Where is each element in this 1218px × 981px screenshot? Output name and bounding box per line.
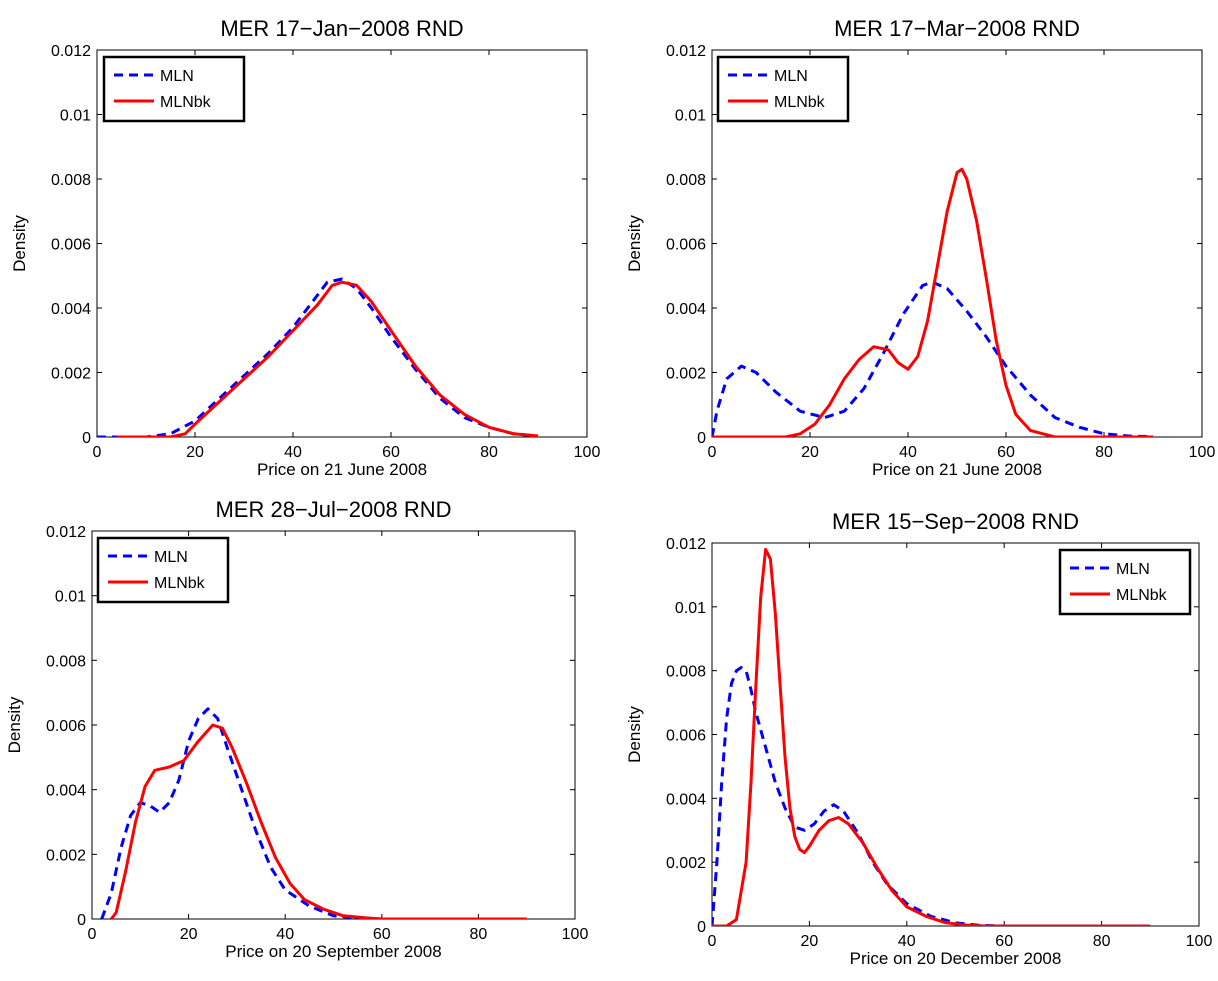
y-tick-label: 0.004 (666, 301, 706, 318)
x-tick-label: 0 (93, 444, 102, 461)
legend-label-mln: MLN (160, 68, 194, 85)
y-tick-label: 0.004 (666, 791, 706, 808)
x-axis-label: Price on 20 September 2008 (225, 942, 441, 961)
y-tick-label: 0.002 (51, 366, 91, 383)
legend: MLN MLNbk (96, 536, 230, 604)
series-line-mlnbk (116, 280, 539, 437)
y-tick-label: 0.012 (666, 43, 706, 60)
y-tick-label: 0.01 (55, 589, 86, 606)
x-tick-label: 40 (276, 926, 294, 943)
x-tick-label: 0 (708, 933, 717, 950)
y-tick-label: 0.008 (666, 664, 706, 681)
x-tick-label: 60 (995, 933, 1013, 950)
x-tick-label: 20 (801, 444, 819, 461)
y-tick-label: 0.012 (51, 43, 91, 60)
y-tick-label: 0.006 (666, 728, 706, 745)
y-tick-label: 0.008 (46, 653, 86, 670)
y-tick-label: 0.004 (46, 783, 86, 800)
y-tick-label: 0.01 (675, 108, 706, 125)
legend-label-mln: MLN (774, 68, 808, 85)
x-axis-label: Price on 20 December 2008 (850, 949, 1062, 968)
y-axis-label: Density (10, 215, 29, 272)
legend: MLN MLNbk (1058, 548, 1192, 616)
y-tick-label: 0.004 (51, 301, 91, 318)
x-axis-label: Price on 21 June 2008 (872, 460, 1042, 479)
x-tick-label: 80 (1095, 444, 1113, 461)
legend-box (1058, 548, 1192, 616)
y-tick-label: 0 (697, 430, 706, 447)
x-tick-label: 40 (898, 933, 916, 950)
chart-title: MER 17−Jan−2008 RND (220, 16, 463, 41)
chart-title: MER 15−Sep−2008 RND (832, 509, 1079, 534)
legend-label-mlnbk: MLNbk (154, 575, 206, 592)
legend: MLN MLNbk (716, 55, 850, 123)
legend-label-mln: MLN (154, 549, 188, 566)
y-tick-label: 0.01 (60, 108, 91, 125)
chart-panel-4: 0 20 40 60 80 100 0 0.002 0.004 0.006 0.008 0.01 0.0… (625, 509, 1212, 968)
legend-label-mlnbk: MLNbk (774, 94, 826, 111)
chart-title: MER 17−Mar−2008 RND (834, 16, 1080, 41)
x-tick-label: 100 (562, 926, 589, 943)
y-axis-label: Density (5, 696, 24, 753)
y-tick-label: 0.008 (51, 172, 91, 189)
x-tick-label: 40 (899, 444, 917, 461)
series-line-mln (712, 280, 1154, 437)
x-tick-label: 40 (284, 444, 302, 461)
y-tick-label: 0.002 (666, 855, 706, 872)
y-tick-label: 0 (82, 430, 91, 447)
x-tick-label: 100 (1186, 933, 1213, 950)
y-axis-label: Density (625, 215, 644, 272)
x-tick-label: 20 (180, 926, 198, 943)
series-line-mln (712, 666, 1151, 926)
series-line-mlnbk (110, 723, 527, 919)
y-tick-label: 0.006 (51, 237, 91, 254)
legend-box (716, 55, 850, 123)
x-tick-label: 20 (801, 933, 819, 950)
series-line-mln (97, 277, 539, 437)
y-tick-label: 0.012 (666, 536, 706, 553)
y-tick-label: 0.006 (46, 718, 86, 735)
legend-box (102, 55, 246, 123)
x-tick-label: 80 (470, 926, 488, 943)
legend: MLN MLNbk (102, 55, 246, 123)
series-line-mln (100, 707, 527, 919)
x-axis-label: Price on 21 June 2008 (257, 460, 427, 479)
x-tick-label: 80 (480, 444, 498, 461)
x-tick-label: 80 (1093, 933, 1111, 950)
legend-label-mln: MLN (1116, 561, 1150, 578)
x-tick-label: 60 (373, 926, 391, 943)
chart-panel-3: 0 20 40 60 80 100 0 0.002 0.004 0.006 0.008 0.01 0.0… (5, 497, 588, 961)
x-tick-label: 100 (1189, 444, 1216, 461)
y-tick-label: 0 (697, 919, 706, 936)
chart-panel-1: 0 20 40 60 80 100 0 0.002 0.004 0.006 0.008 0.01 0.0… (10, 16, 600, 479)
x-tick-label: 100 (574, 444, 601, 461)
y-tick-label: 0 (77, 912, 86, 929)
axes-box (711, 49, 1203, 438)
series-line-mlnbk (712, 547, 1151, 926)
y-tick-label: 0.006 (666, 237, 706, 254)
x-tick-label: 60 (997, 444, 1015, 461)
x-tick-label: 0 (708, 444, 717, 461)
legend-label-mlnbk: MLNbk (1116, 587, 1168, 604)
y-tick-label: 0.002 (46, 847, 86, 864)
y-tick-label: 0.008 (666, 172, 706, 189)
y-tick-label: 0.01 (675, 600, 706, 617)
chart-title: MER 28−Jul−2008 RND (215, 497, 451, 522)
series-line-mlnbk (712, 167, 1153, 437)
x-tick-label: 60 (382, 444, 400, 461)
legend-box (96, 536, 230, 604)
legend-label-mlnbk: MLNbk (160, 94, 212, 111)
y-axis-label: Density (625, 706, 644, 763)
x-tick-label: 0 (88, 926, 97, 943)
x-tick-label: 20 (186, 444, 204, 461)
y-tick-label: 0.002 (666, 366, 706, 383)
chart-panel-2: 0 20 40 60 80 100 0 0.002 0.004 0.006 0.008 0.01 0.0… (625, 16, 1215, 479)
y-tick-label: 0.012 (46, 524, 86, 541)
